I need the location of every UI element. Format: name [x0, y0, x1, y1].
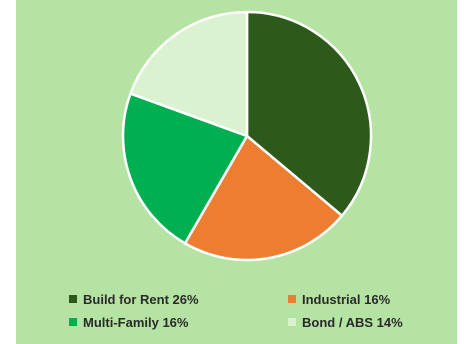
legend-item-multi-family: Multi-Family 16%: [69, 314, 188, 330]
legend-label-industrial: Industrial 16%: [302, 291, 391, 307]
legend-swatch-build-for-rent: [69, 295, 77, 303]
pie-slice-build-for-rent: [245, 10, 373, 217]
legend-swatch-multi-family: [69, 318, 77, 326]
pie-chart: [121, 10, 373, 262]
pie-slice-multi-family: [121, 92, 249, 245]
legend-swatch-bond-abs: [288, 318, 296, 326]
legend-item-industrial: Industrial 16%: [288, 291, 390, 307]
pie-slice-industrial: [183, 134, 344, 262]
chart-area: Build for Rent 26% Industrial 16% Multi-…: [16, 0, 457, 344]
legend-label-build-for-rent: Build for Rent 26%: [83, 291, 199, 307]
chart-legend: Build for Rent 26% Industrial 16% Multi-…: [16, 287, 457, 335]
legend-label-multi-family: Multi-Family 16%: [83, 314, 189, 330]
legend-item-bond-abs: Bond / ABS 14%: [288, 314, 403, 330]
pie-slice-bond-abs: [129, 10, 249, 138]
legend-swatch-industrial: [288, 295, 296, 303]
legend-label-bond-abs: Bond / ABS 14%: [302, 314, 403, 330]
legend-item-build-for-rent: Build for Rent 26%: [69, 291, 199, 307]
